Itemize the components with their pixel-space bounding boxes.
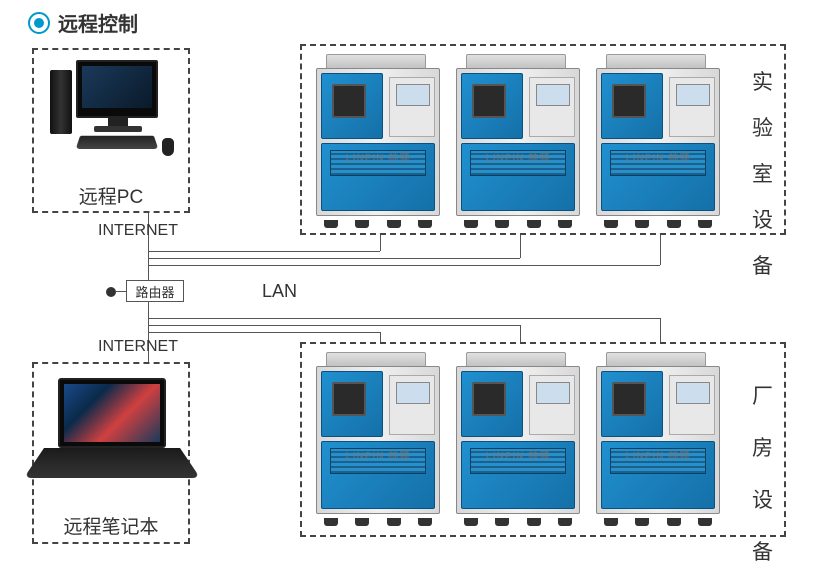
line bbox=[660, 318, 661, 342]
lab-chamber: LINPIN 林频 bbox=[456, 54, 586, 228]
lan-label: LAN bbox=[262, 281, 297, 302]
line bbox=[116, 291, 126, 292]
lab-chamber: LINPIN 林频 bbox=[596, 54, 726, 228]
factory-chamber: LINPIN 林频 bbox=[456, 352, 586, 526]
internet-label-1: INTERNET bbox=[98, 222, 178, 240]
remote-control-icon bbox=[28, 12, 50, 34]
line bbox=[148, 251, 149, 266]
line bbox=[380, 332, 381, 342]
lab-equipment-label: 实验室设备 bbox=[752, 66, 773, 280]
line bbox=[660, 235, 661, 265]
line bbox=[148, 318, 149, 333]
router-label: 路由器 bbox=[135, 282, 174, 301]
factory-chamber: LINPIN 林频 bbox=[596, 352, 726, 526]
line bbox=[148, 318, 660, 319]
router-node: 路由器 bbox=[126, 280, 184, 302]
factory-chamber: LINPIN 林频 bbox=[316, 352, 446, 526]
line bbox=[148, 265, 660, 266]
line bbox=[148, 325, 520, 326]
line bbox=[520, 235, 521, 258]
internet-label-2: INTERNET bbox=[98, 338, 178, 356]
factory-equipment-label: 厂房设备 bbox=[752, 380, 773, 566]
line bbox=[520, 325, 521, 342]
router-dot-icon bbox=[106, 287, 116, 297]
header: 远程控制 bbox=[28, 8, 138, 37]
laptop-icon bbox=[44, 378, 180, 488]
remote-laptop-label: 远程笔记本 bbox=[32, 512, 190, 539]
desktop-pc-icon bbox=[50, 60, 174, 170]
line bbox=[148, 258, 520, 259]
header-title: 远程控制 bbox=[58, 8, 138, 37]
line bbox=[148, 251, 380, 252]
line bbox=[380, 235, 381, 251]
line bbox=[148, 332, 380, 333]
lab-chamber: LINPIN 林频 bbox=[316, 54, 446, 228]
remote-pc-label: 远程PC bbox=[32, 182, 190, 209]
